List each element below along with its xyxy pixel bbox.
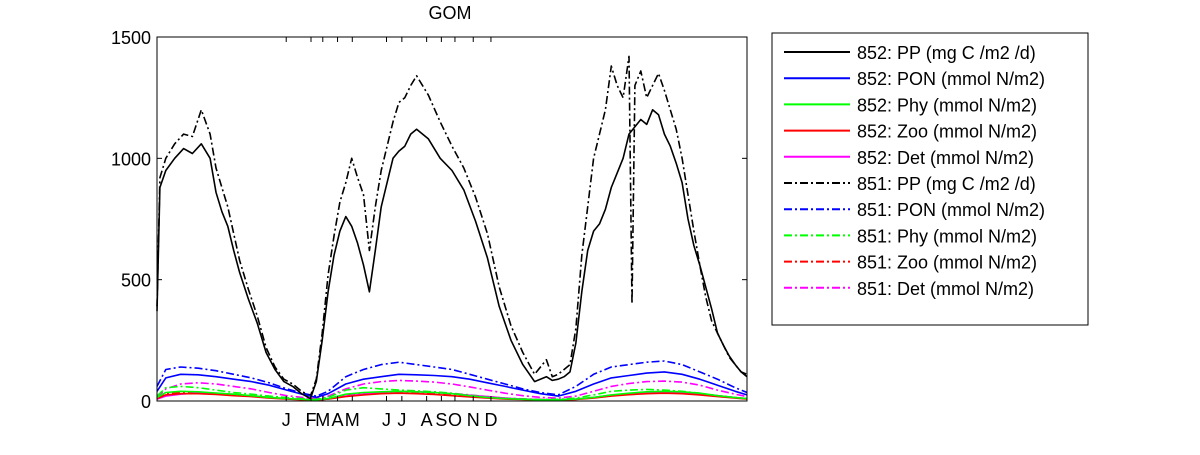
x-tick-label: O xyxy=(448,410,462,430)
legend-label: 851: Det (mmol N/m2) xyxy=(857,279,1034,299)
x-axis: J FM A M J J A S O N D xyxy=(282,37,497,430)
x-tick-label: J xyxy=(282,410,291,430)
legend-label: 851: Zoo (mmol N/m2) xyxy=(857,253,1037,273)
x-tick-label: M xyxy=(315,410,330,430)
series-layer xyxy=(156,55,748,401)
y-tick-label: 500 xyxy=(121,271,151,291)
x-tick-label: J xyxy=(397,410,406,430)
legend-box xyxy=(771,32,1089,326)
series-line-6 xyxy=(156,55,748,397)
legend-label: 852: Det (mmol N/m2) xyxy=(857,148,1034,168)
series-line-7 xyxy=(156,360,748,397)
x-tick-label: S xyxy=(435,410,447,430)
x-tick-label: A xyxy=(421,410,433,430)
x-tick-label: D xyxy=(484,410,497,430)
legend: 852: PP (mg C /m2 /d) 852: PON (mmol N/m2… xyxy=(771,32,1089,326)
legend-label: 852: Zoo (mmol N/m2) xyxy=(857,122,1037,142)
legend-label: 852: Phy (mmol N/m2) xyxy=(857,95,1037,115)
x-tick-label: A xyxy=(332,410,344,430)
chart-title: GOM xyxy=(429,3,472,23)
y-tick-label: 0 xyxy=(141,392,151,412)
x-tick-label: J xyxy=(382,410,391,430)
x-tick-label: N xyxy=(467,410,480,430)
y-tick-label: 1500 xyxy=(111,28,151,48)
y-tick-label: 1000 xyxy=(111,149,151,169)
legend-label: 851: Phy (mmol N/m2) xyxy=(857,226,1037,246)
legend-label: 851: PON (mmol N/m2) xyxy=(857,200,1045,220)
x-tick-label: M xyxy=(345,410,360,430)
series-line-4 xyxy=(156,392,748,401)
series-line-10 xyxy=(156,379,748,400)
legend-label: 852: PON (mmol N/m2) xyxy=(857,69,1045,89)
y-axis: 0 500 1000 1500 xyxy=(111,28,747,412)
series-line-3 xyxy=(156,390,748,401)
x-tick-label: F xyxy=(305,410,316,430)
legend-label: 851: PP (mg C /m2 /d) xyxy=(857,174,1036,194)
series-line-1 xyxy=(156,109,748,400)
series-line-2 xyxy=(156,371,748,399)
plot-frame xyxy=(156,36,748,402)
legend-label: 852: PP (mg C /m2 /d) xyxy=(857,43,1036,63)
